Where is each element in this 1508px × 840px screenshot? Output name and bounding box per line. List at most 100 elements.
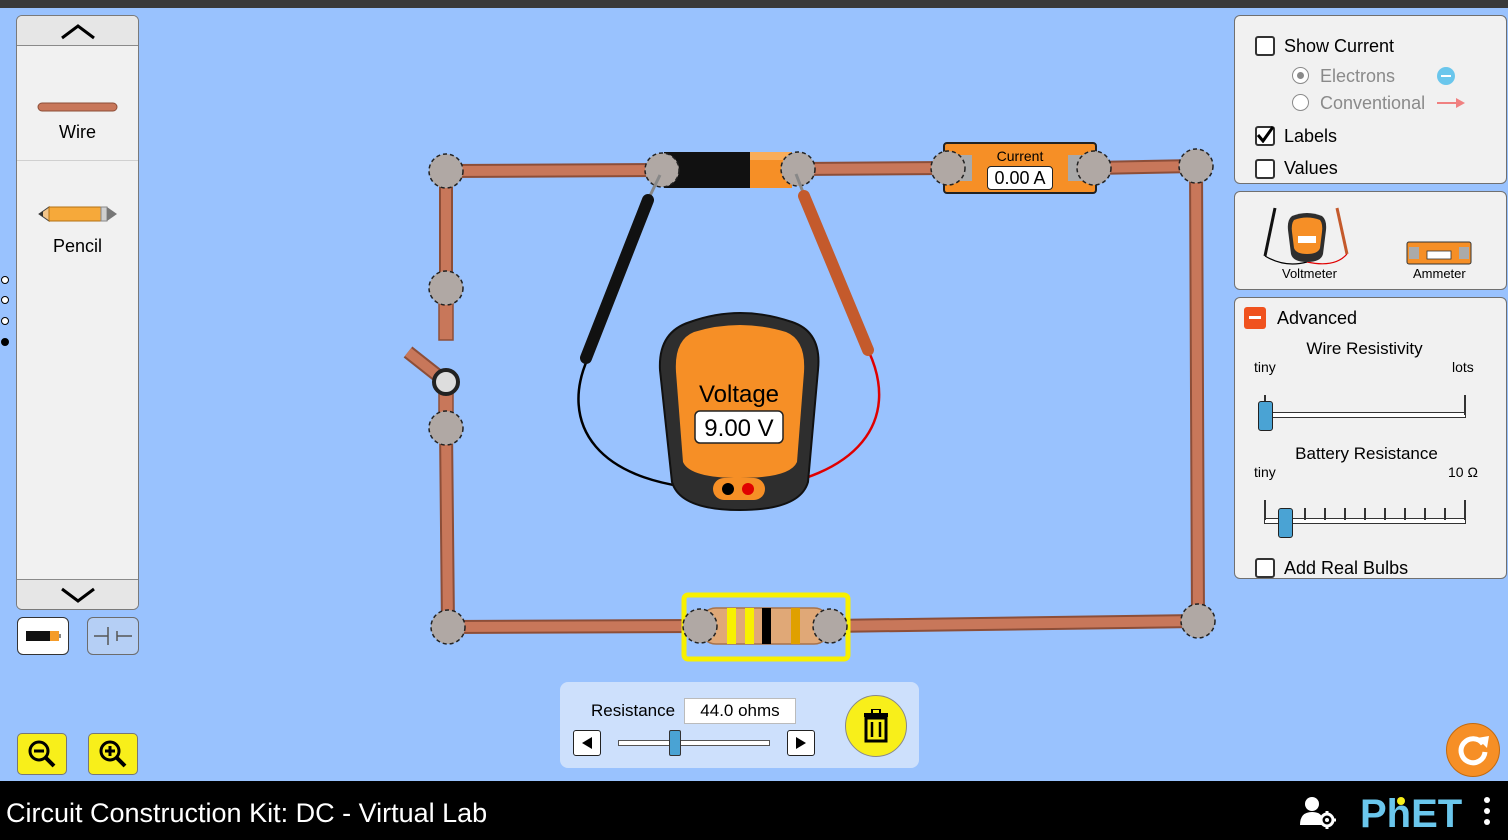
- top-edge-strip: [0, 0, 1508, 8]
- battery[interactable]: [664, 152, 792, 188]
- chevron-down-icon: [60, 587, 95, 603]
- conventional-label: Conventional: [1320, 93, 1426, 113]
- voltmeter-title: Voltage: [698, 381, 780, 408]
- voltmeter-reading: 9.00 V: [704, 415, 774, 442]
- wire-resistivity-tick-max: [1464, 395, 1466, 415]
- resistance-increment-button[interactable]: [787, 730, 815, 756]
- display-options-panel: Show Current Electrons Conventional Labe…: [1234, 15, 1507, 184]
- toolbox-wire-item[interactable]: Wire: [17, 46, 138, 160]
- toolbox-scroll-up-button[interactable]: [17, 16, 138, 46]
- electrons-label: Electrons: [1320, 66, 1396, 86]
- show-current-label: Show Current: [1284, 36, 1395, 56]
- toolbox-pencil-label: Pencil: [52, 236, 103, 256]
- circuit-canvas[interactable]: Wire Pencil: [0, 8, 1508, 781]
- battery-resistance-min-label: tiny: [1254, 464, 1276, 480]
- wire-resistivity-label: Wire Resistivity: [1306, 339, 1423, 358]
- ammeter-tool[interactable]: Ammeter: [1401, 198, 1491, 286]
- sensor-toolbox-panel: Voltmeter Ammeter: [1234, 191, 1507, 290]
- wire-resistivity-min-label: tiny: [1254, 359, 1276, 375]
- circuit-drawing: [403, 142, 1216, 662]
- resistance-slider-track[interactable]: [618, 740, 770, 746]
- ammeter-tool-label: Ammeter: [1413, 266, 1466, 281]
- triangle-left-icon: [582, 737, 592, 749]
- chevron-up-icon: [60, 23, 95, 39]
- battery-resistance-label: Battery Resistance: [1295, 444, 1438, 463]
- battery-resistance-tick: [1324, 508, 1326, 520]
- zoom-out-button[interactable]: [17, 733, 67, 775]
- battery-resistance-tick: [1424, 508, 1426, 520]
- toolbox-wire-label: Wire: [59, 122, 96, 142]
- battery-resistance-tick: [1344, 508, 1346, 520]
- conventional-arrow-icon: [1437, 98, 1465, 108]
- sim-title: Circuit Construction Kit: DC - Virtual L…: [6, 798, 488, 828]
- toolbox-divider: [17, 160, 138, 161]
- labels-checkbox[interactable]: [1255, 126, 1275, 146]
- wire-resistivity-slider-thumb[interactable]: [1258, 401, 1273, 431]
- reset-all-button[interactable]: [1446, 723, 1500, 777]
- page-indicator: [1, 276, 11, 348]
- advanced-panel: Advanced Wire Resistivity tiny lots Batt…: [1234, 297, 1507, 579]
- battery-resistance-ticks: [1264, 500, 1466, 520]
- phet-logo[interactable]: PhET: [1360, 792, 1472, 836]
- user-settings-icon: [1300, 797, 1336, 829]
- electrons-radio[interactable]: [1292, 67, 1309, 84]
- battery-resistance-max-label: 10 Ω: [1448, 464, 1478, 480]
- conventional-radio[interactable]: [1292, 94, 1309, 111]
- battery-resistance-slider-thumb[interactable]: [1278, 508, 1293, 538]
- checkmark-icon: [1256, 126, 1274, 143]
- navigation-bar: Circuit Construction Kit: DC - Virtual L…: [0, 781, 1508, 840]
- voltmeter-tool-label: Voltmeter: [1282, 266, 1337, 281]
- ammeter-reading: 0.00 A: [987, 166, 1053, 190]
- lifelike-view-button[interactable]: [17, 617, 69, 655]
- keyboard-help-button[interactable]: [1298, 795, 1338, 829]
- zoom-out-icon: [28, 740, 56, 768]
- reset-icon: [1458, 736, 1489, 766]
- resistance-label: Resistance: [591, 701, 676, 720]
- zoom-in-button[interactable]: [88, 733, 138, 775]
- battery-resistance-tick: [1444, 508, 1446, 520]
- schematic-view-button[interactable]: [87, 617, 139, 655]
- add-real-bulbs-label: Add Real Bulbs: [1284, 558, 1409, 578]
- zoom-in-icon: [99, 740, 127, 768]
- ammeter-title: Current: [996, 148, 1044, 164]
- switch[interactable]: [403, 287, 460, 429]
- values-label: Values: [1284, 158, 1338, 178]
- page-dot-active[interactable]: [1, 338, 9, 346]
- voltmeter-body[interactable]: [658, 312, 820, 512]
- advanced-title: Advanced: [1277, 308, 1358, 328]
- phet-logo-icon: PhET: [1360, 792, 1462, 836]
- wire-resistivity-track[interactable]: [1264, 412, 1466, 418]
- resistance-value-field: 44.0 ohms: [684, 698, 796, 724]
- battery-resistance-tick: [1384, 508, 1386, 520]
- battery-resistance-tick: [1364, 508, 1366, 520]
- electron-icon: [1437, 67, 1455, 85]
- toolbox-pencil-item[interactable]: Pencil: [17, 162, 138, 262]
- resistance-slider-thumb[interactable]: [668, 730, 681, 756]
- wire-icon: [37, 102, 118, 112]
- schematic-battery-icon: [94, 627, 132, 645]
- ammeter-icon: [1406, 241, 1472, 265]
- values-checkbox[interactable]: [1255, 159, 1275, 179]
- page-dot[interactable]: [1, 317, 9, 325]
- battery-resistance-tick: [1404, 508, 1406, 520]
- phet-menu-button[interactable]: [1478, 795, 1496, 827]
- advanced-collapse-button[interactable]: [1244, 307, 1266, 329]
- delete-component-button[interactable]: [845, 695, 907, 757]
- triangle-right-icon: [796, 737, 806, 749]
- toolbox-scroll-down-button[interactable]: [17, 579, 138, 609]
- voltmeter-icon: [1263, 207, 1349, 265]
- circuit-vertices[interactable]: [428, 148, 1216, 645]
- pencil-icon: [38, 206, 117, 222]
- page-dot[interactable]: [1, 276, 9, 284]
- resistance-decrement-button[interactable]: [573, 730, 601, 756]
- show-current-checkbox[interactable]: [1255, 36, 1275, 56]
- battery-resistance-tick: [1264, 500, 1266, 520]
- page-dot[interactable]: [1, 296, 9, 304]
- trash-icon: [864, 709, 888, 743]
- battery-resistance-tick: [1464, 500, 1466, 520]
- voltmeter-tool[interactable]: Voltmeter: [1255, 198, 1365, 286]
- resistance-control-panel: Resistance 44.0 ohms: [560, 682, 919, 768]
- battery-icon: [26, 631, 61, 641]
- add-real-bulbs-checkbox[interactable]: [1255, 558, 1275, 578]
- more-vertical-icon: [1484, 797, 1490, 825]
